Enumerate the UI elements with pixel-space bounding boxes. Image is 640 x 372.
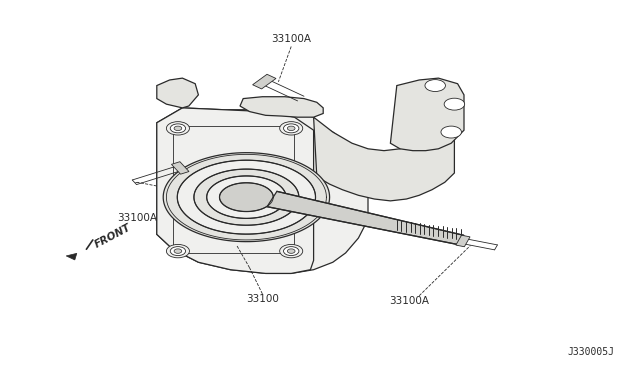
Polygon shape	[253, 74, 276, 89]
Circle shape	[287, 126, 295, 131]
Circle shape	[284, 124, 299, 133]
Polygon shape	[220, 183, 273, 212]
Circle shape	[441, 126, 461, 138]
Polygon shape	[267, 191, 464, 244]
Text: 33100A: 33100A	[390, 296, 429, 306]
Polygon shape	[207, 176, 286, 218]
Polygon shape	[240, 97, 323, 117]
Polygon shape	[157, 108, 314, 273]
Text: 33100A: 33100A	[118, 213, 157, 222]
Polygon shape	[157, 78, 198, 108]
Polygon shape	[177, 160, 316, 234]
Polygon shape	[157, 108, 368, 273]
Circle shape	[444, 98, 465, 110]
Polygon shape	[390, 78, 464, 151]
Text: 33100: 33100	[246, 295, 279, 304]
Circle shape	[174, 249, 182, 253]
Circle shape	[166, 122, 189, 135]
Circle shape	[280, 122, 303, 135]
Polygon shape	[314, 117, 454, 201]
Text: J330005J: J330005J	[568, 347, 614, 357]
Circle shape	[166, 244, 189, 258]
Text: FRONT: FRONT	[93, 222, 132, 250]
Circle shape	[287, 249, 295, 253]
Polygon shape	[194, 169, 299, 225]
Polygon shape	[66, 253, 77, 260]
Circle shape	[284, 247, 299, 256]
Circle shape	[170, 124, 186, 133]
Circle shape	[170, 247, 186, 256]
Polygon shape	[172, 162, 189, 174]
Circle shape	[425, 80, 445, 92]
Circle shape	[280, 244, 303, 258]
Circle shape	[174, 126, 182, 131]
Polygon shape	[456, 235, 470, 247]
Text: 33100A: 33100A	[271, 34, 311, 44]
Polygon shape	[163, 153, 330, 242]
